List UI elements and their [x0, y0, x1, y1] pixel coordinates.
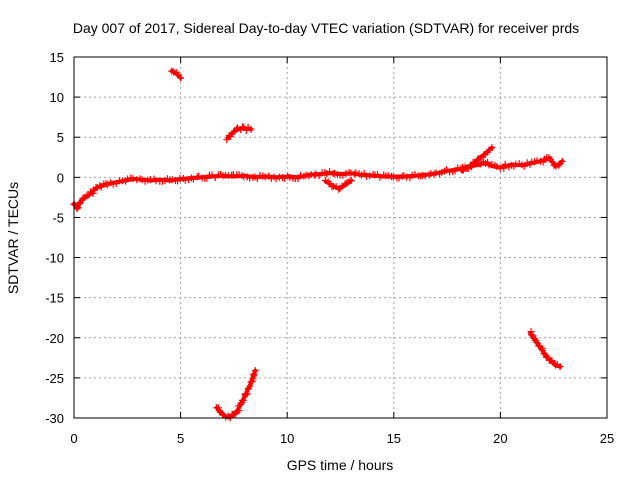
series-group [212, 367, 259, 422]
data-point-marker [223, 136, 231, 144]
y-tick-label: -5 [52, 210, 64, 225]
data-point-marker [411, 171, 419, 178]
plot-area [70, 67, 566, 422]
data-point-marker [474, 156, 482, 163]
data-point-marker [556, 363, 564, 371]
series-group [223, 123, 255, 144]
data-point-marker [475, 155, 483, 162]
data-point-marker [343, 179, 351, 187]
data-point-marker [558, 157, 566, 165]
data-point-marker [376, 173, 384, 181]
data-point-marker [528, 331, 536, 339]
data-point-marker [177, 74, 185, 82]
data-point-marker [398, 172, 406, 180]
data-point-marker [251, 367, 259, 375]
data-point-marker [315, 172, 323, 180]
tick-labels: 0 5 10 15 20 25 15 10 5 0 -5 -10 -15 -20 -25 -30 [45, 50, 614, 446]
data-point-marker [550, 360, 558, 368]
data-point-marker [239, 396, 247, 404]
data-point-marker [85, 191, 93, 199]
data-point-marker [326, 168, 334, 176]
data-point-marker [384, 172, 392, 180]
data-point-marker [215, 407, 223, 415]
plot-frame [73, 56, 608, 419]
data-point-marker [432, 169, 440, 177]
data-point-marker [250, 370, 258, 378]
data-point-marker [286, 173, 294, 181]
x-tick-label: 20 [493, 431, 507, 446]
x-tick-label: 5 [177, 431, 184, 446]
x-tick-label: 15 [387, 431, 401, 446]
data-point-marker [501, 160, 509, 168]
data-point-marker [168, 176, 176, 184]
data-point-marker [520, 162, 528, 170]
data-point-marker [243, 390, 251, 398]
data-point-marker [488, 144, 496, 152]
y-axis-label: SDTVAR / TECUs [5, 182, 21, 294]
data-point-marker [389, 173, 397, 181]
data-point-marker [247, 125, 255, 133]
data-point-marker [500, 164, 508, 172]
y-tick-label: 10 [50, 90, 64, 105]
series-group [458, 144, 496, 174]
y-tick-label: 0 [57, 170, 64, 185]
data-point-marker [421, 172, 429, 180]
data-point-marker [109, 180, 117, 188]
data-point-marker [366, 172, 374, 180]
y-tick-label: 15 [50, 50, 64, 65]
series-group [70, 154, 566, 213]
data-point-marker [242, 126, 250, 134]
data-point-marker [74, 204, 82, 211]
data-point-marker [195, 172, 202, 180]
x-axis-label: GPS time / hours [287, 457, 394, 473]
y-tick-label: -25 [45, 371, 64, 386]
x-tick-label: 10 [280, 431, 294, 446]
data-point-marker [540, 350, 548, 358]
series-group [322, 177, 355, 193]
data-point-marker [347, 177, 355, 185]
data-point-marker [533, 339, 541, 346]
data-point-marker [472, 159, 479, 167]
y-tick-label: -15 [45, 291, 64, 306]
data-point-marker [102, 180, 110, 188]
data-point-marker [76, 198, 84, 206]
data-point-marker [555, 161, 563, 169]
data-point-marker [272, 175, 280, 183]
data-point-marker [352, 169, 360, 177]
data-point-marker [488, 160, 496, 168]
data-point-marker [239, 123, 247, 131]
data-point-marker [403, 173, 411, 181]
y-tick-label: -30 [45, 411, 64, 426]
series-group [168, 67, 185, 82]
data-point-marker [96, 182, 104, 190]
data-point-marker [189, 175, 197, 183]
data-point-marker [246, 382, 254, 390]
y-tick-label: -20 [45, 331, 64, 346]
data-point-marker [538, 346, 546, 354]
data-point-marker [129, 175, 137, 183]
series-group [527, 328, 564, 371]
chart-title: Day 007 of 2017, Sidereal Day-to-day VTE… [73, 20, 579, 36]
x-tick-label: 0 [70, 431, 77, 446]
y-tick-label: -10 [45, 251, 64, 266]
data-point-marker [458, 166, 466, 174]
y-tick-label: 5 [57, 130, 64, 145]
x-tick-label: 25 [600, 431, 614, 446]
data-point-marker [466, 162, 474, 170]
data-point-marker [181, 176, 189, 184]
